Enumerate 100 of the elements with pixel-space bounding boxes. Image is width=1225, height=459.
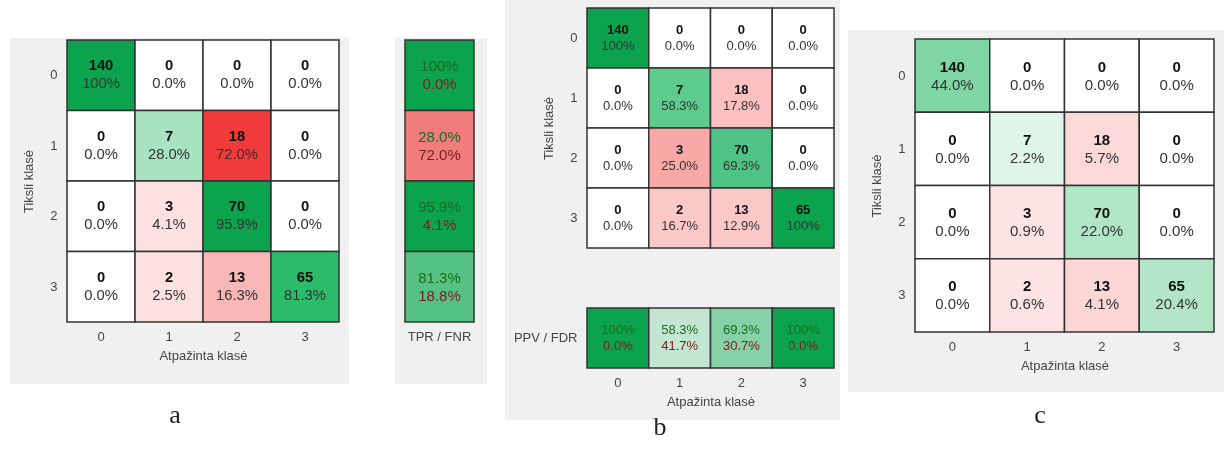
annotation: 17.8% [722, 97, 761, 113]
y-tick-label: PPV / FDR [513, 330, 578, 345]
data-label: 3 [676, 142, 684, 158]
annotation: 0.0% [288, 145, 322, 162]
data-label: 18 [734, 82, 749, 98]
x-tick-label: 1 [165, 328, 173, 344]
annotation: 0.0% [1159, 222, 1194, 240]
y-tick-label: 1 [898, 140, 906, 156]
data-label: 65 [296, 268, 314, 285]
annotation: 0.0% [84, 216, 118, 233]
data-label: 140 [939, 57, 965, 75]
annotation: 16.7% [661, 217, 699, 233]
data-label: 58.3% [661, 322, 699, 338]
data-label: 2 [676, 202, 684, 218]
y-tick-label: 1 [570, 90, 578, 105]
y-tick-label: 2 [898, 214, 906, 230]
data-label: 0 [948, 130, 957, 148]
annotation: 12.9% [722, 217, 761, 233]
y-tick-label: 0 [50, 67, 58, 83]
x-tick-label: 0 [97, 328, 105, 344]
data-label: 3 [164, 198, 174, 215]
data-label: 0 [614, 202, 622, 218]
data-label: 100% [420, 57, 459, 75]
annotation: 0.0% [603, 217, 634, 233]
data-label: 7 [164, 127, 174, 144]
text: c [1034, 400, 1046, 430]
annotation: 4.1% [152, 216, 186, 233]
annotation: 0.0% [1159, 75, 1194, 93]
data-label: 13 [228, 268, 246, 285]
annotation: 69.3% [722, 157, 761, 173]
x-tick-label: 3 [1173, 338, 1181, 354]
data-label: 0 [737, 22, 745, 38]
annotation: 0.9% [1010, 222, 1045, 240]
data-label: 0 [96, 268, 106, 285]
annotation: 4.1% [1084, 295, 1119, 313]
data-label: 100% [786, 322, 821, 338]
annotation: 100% [82, 75, 120, 92]
annotation: 0.6% [1010, 295, 1045, 313]
annotation: 0.0% [726, 37, 757, 53]
x-tick-label: 3 [301, 328, 309, 344]
x-tick-label: 2 [737, 374, 745, 390]
data-label: 0 [232, 57, 242, 74]
data-label: 18 [228, 127, 246, 144]
annotation: 0.0% [788, 337, 819, 353]
annotation: 5.7% [1084, 148, 1119, 166]
annotation: 0.0% [935, 148, 970, 166]
data-label: 0 [676, 22, 684, 38]
data-label: 65 [1168, 277, 1185, 295]
annotation: 28.0% [148, 145, 190, 162]
data-label: 0 [96, 198, 106, 215]
y-tick-label: 3 [50, 278, 58, 294]
annotation: 41.7% [661, 337, 699, 353]
y-tick-label: 3 [570, 210, 578, 225]
annotation: 0.0% [422, 75, 457, 93]
data-label: 95.9% [418, 198, 461, 216]
x-tick-label: 1 [1023, 338, 1031, 354]
data-label: 0 [799, 82, 807, 98]
annotation: 16.3% [216, 286, 258, 303]
annotation: 0.0% [288, 216, 322, 233]
y-axis-title: Tiksli klasė [869, 154, 885, 218]
annotation: 18.8% [418, 286, 461, 304]
x-tick-label: 0 [948, 338, 956, 354]
data-label: 140 [607, 22, 629, 38]
annotation: 30.7% [722, 337, 761, 353]
data-label: 0 [300, 57, 310, 74]
data-label: 0 [164, 57, 174, 74]
x-tick-label: 0 [614, 374, 622, 390]
annotation: 0.0% [788, 37, 819, 53]
annotation: 0.0% [603, 337, 634, 353]
data-label: 70 [228, 198, 246, 215]
x-axis-title: Atpažinta klasė [159, 347, 248, 363]
annotation: 4.1% [422, 216, 457, 234]
x-tick-label: TPR / FNR [407, 328, 472, 344]
annotation: 81.3% [284, 286, 326, 303]
text: b [653, 412, 667, 442]
data-label: 0 [1022, 57, 1032, 75]
annotation: 95.9% [216, 216, 258, 233]
data-label: 0 [1097, 57, 1107, 75]
annotation: 72.0% [418, 145, 461, 163]
annotation: 20.4% [1155, 295, 1198, 313]
data-label: 13 [734, 202, 749, 218]
annotation: 100% [786, 217, 821, 233]
annotation: 25.0% [661, 157, 699, 173]
data-label: 0 [614, 142, 622, 158]
data-label: 0 [1172, 204, 1181, 222]
annotation: 0.0% [288, 75, 322, 92]
data-label: 0 [300, 198, 310, 215]
data-label: 0 [1172, 130, 1181, 148]
x-tick-label: 2 [1098, 338, 1106, 354]
annotation: 0.0% [1159, 148, 1194, 166]
data-label: 70 [1093, 204, 1111, 222]
data-label: 2 [1022, 277, 1032, 295]
y-tick-label: 0 [570, 30, 578, 45]
data-label: 3 [1022, 204, 1032, 222]
annotation: 0.0% [1084, 75, 1119, 93]
data-label: 81.3% [418, 268, 461, 286]
annotation: 0.0% [788, 97, 819, 113]
x-axis-title: Atpažinta klasė [1020, 357, 1110, 373]
y-tick-label: 1 [50, 137, 58, 153]
data-label: 7 [1022, 130, 1032, 148]
